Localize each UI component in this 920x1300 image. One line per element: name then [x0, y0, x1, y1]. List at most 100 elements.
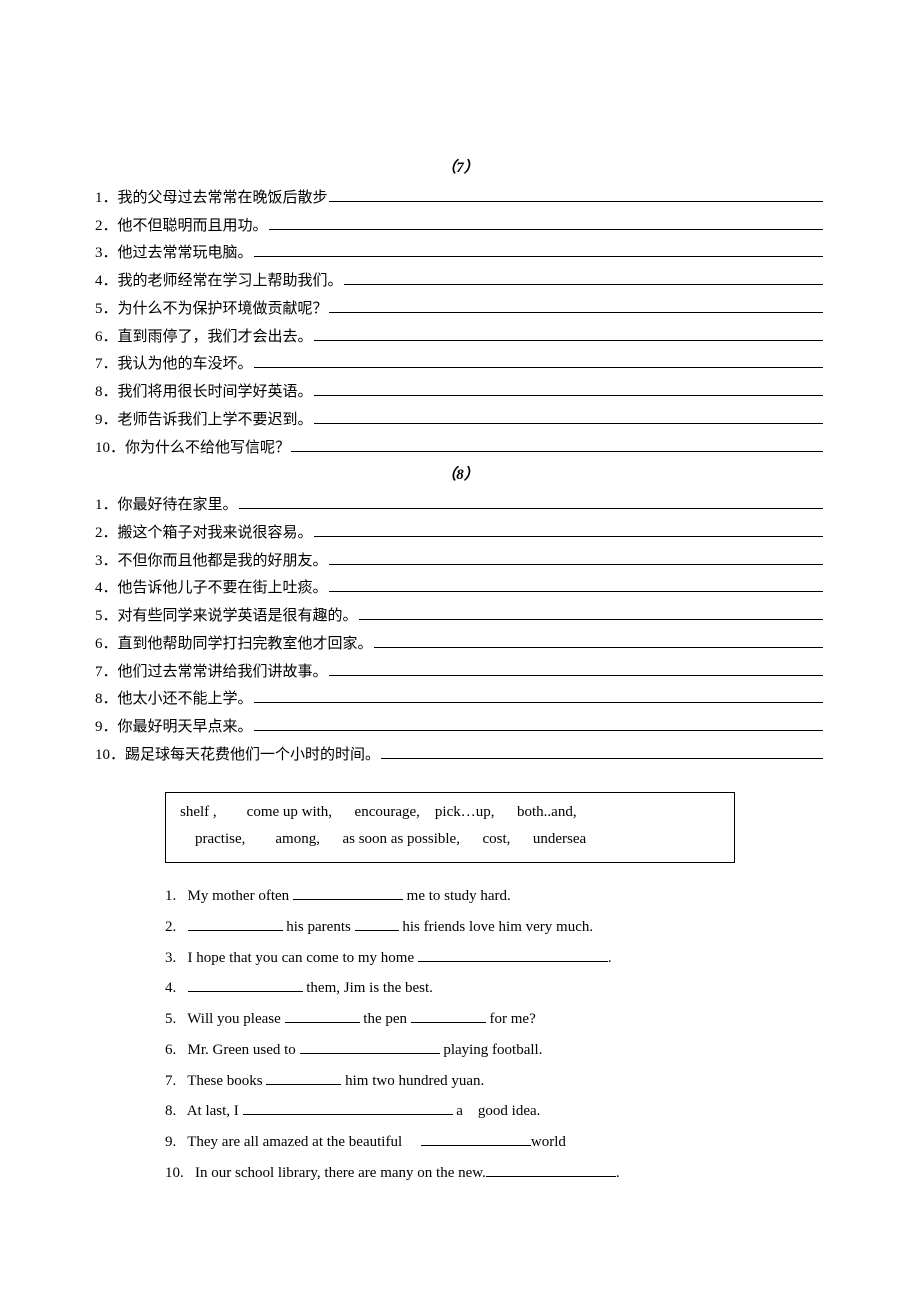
question-number: 7．: [95, 659, 118, 687]
fill-text: .: [616, 1165, 620, 1181]
question-line: 4．我的老师经常在学习上帮助我们。: [95, 268, 825, 296]
fill-blank: [486, 1162, 616, 1177]
section-7-header: （7）: [95, 155, 825, 183]
fill-blank: [355, 916, 399, 931]
fill-text: These books: [187, 1073, 266, 1089]
fill-text: him two hundred yuan.: [341, 1073, 484, 1089]
question-line: 1．我的父母过去常常在晚饭后散步: [95, 185, 825, 213]
answer-blank: [254, 688, 823, 703]
section-8-header: （8）: [95, 462, 825, 490]
fill-text: me to study hard.: [403, 888, 511, 904]
question-number: 4．: [95, 268, 118, 296]
question-text: 我的老师经常在学习上帮助我们。: [118, 268, 343, 296]
fill-blank: [411, 1008, 486, 1023]
question-line: 2．搬这个箱子对我来说很容易。: [95, 520, 825, 548]
answer-blank: [374, 633, 823, 648]
question-text: 你最好待在家里。: [118, 492, 238, 520]
question-line: 6．直到雨停了，我们才会出去。: [95, 324, 825, 352]
question-text: 为什么不为保护环境做贡献呢？: [118, 296, 328, 324]
answer-blank: [329, 577, 823, 592]
question-text: 直到他帮助同学打扫完教室他才回家。: [118, 631, 373, 659]
question-number: 6．: [95, 324, 118, 352]
fill-blank: [293, 885, 403, 900]
question-text: 他们过去常常讲给我们讲故事。: [118, 659, 328, 687]
fill-blank: [421, 1131, 531, 1146]
fill-line: 9. They are all amazed at the beautiful …: [165, 1127, 825, 1158]
fill-blank: [266, 1070, 341, 1085]
question-text: 不但你而且他都是我的好朋友。: [118, 548, 328, 576]
question-line: 7．他们过去常常讲给我们讲故事。: [95, 659, 825, 687]
question-number: 4．: [95, 575, 118, 603]
question-number: 3．: [95, 240, 118, 268]
fill-line: 5. Will you please the pen for me?: [165, 1004, 825, 1035]
fill-text: world: [531, 1134, 566, 1150]
fill-line: 8. At last, I a good idea.: [165, 1096, 825, 1127]
fill-text: I hope that you can come to my home: [188, 950, 418, 966]
fill-section: 1. My mother often me to study hard. 2. h…: [165, 881, 825, 1189]
wordbox-line-2: practise, among, as soon as possible, co…: [180, 826, 720, 854]
fill-number: 9.: [165, 1134, 187, 1150]
question-text: 他太小还不能上学。: [118, 686, 253, 714]
answer-blank: [314, 326, 823, 341]
question-text: 搬这个箱子对我来说很容易。: [118, 520, 313, 548]
fill-text: them, Jim is the best.: [303, 980, 433, 996]
fill-number: 5.: [165, 1011, 187, 1027]
question-number: 10．: [95, 435, 125, 463]
question-number: 7．: [95, 351, 118, 379]
answer-blank: [269, 215, 823, 230]
fill-blank: [285, 1008, 360, 1023]
question-text: 踢足球每天花费他们一个小时的时间。: [125, 742, 380, 770]
answer-blank: [329, 187, 823, 202]
fill-line: 3. I hope that you can come to my home .: [165, 943, 825, 974]
fill-number: 1.: [165, 888, 188, 904]
answer-blank: [381, 744, 823, 759]
question-line: 9．你最好明天早点来。: [95, 714, 825, 742]
answer-blank: [344, 270, 823, 285]
fill-line: 2. his parents his friends love him very…: [165, 912, 825, 943]
fill-text: Will you please: [187, 1011, 284, 1027]
fill-number: 8.: [165, 1103, 187, 1119]
question-line: 4．他告诉他儿子不要在街上吐痰。: [95, 575, 825, 603]
question-line: 5．对有些同学来说学英语是很有趣的。: [95, 603, 825, 631]
fill-text: My mother often: [188, 888, 293, 904]
fill-blank: [188, 916, 283, 931]
fill-text: They are all amazed at the beautiful: [187, 1134, 421, 1150]
answer-blank: [359, 605, 823, 620]
fill-line: 4. them, Jim is the best.: [165, 973, 825, 1004]
question-number: 10．: [95, 742, 125, 770]
answer-blank: [239, 494, 823, 509]
answer-blank: [314, 381, 823, 396]
question-line: 3．他过去常常玩电脑。: [95, 240, 825, 268]
question-line: 3．不但你而且他都是我的好朋友。: [95, 548, 825, 576]
question-text: 直到雨停了，我们才会出去。: [118, 324, 313, 352]
question-number: 6．: [95, 631, 118, 659]
question-number: 2．: [95, 520, 118, 548]
question-text: 他过去常常玩电脑。: [118, 240, 253, 268]
question-line: 1．你最好待在家里。: [95, 492, 825, 520]
fill-text: the pen: [360, 1011, 411, 1027]
fill-text: a good idea.: [453, 1103, 541, 1119]
fill-text: Mr. Green used to: [188, 1042, 300, 1058]
fill-line: 6. Mr. Green used to playing football.: [165, 1035, 825, 1066]
fill-number: 4.: [165, 980, 188, 996]
question-number: 2．: [95, 213, 118, 241]
question-text: 你最好明天早点来。: [118, 714, 253, 742]
wordbox-container: shelf , come up with, encourage, pick…up…: [165, 792, 825, 864]
fill-number: 10.: [165, 1165, 195, 1181]
question-line: 10．踢足球每天花费他们一个小时的时间。: [95, 742, 825, 770]
question-line: 5．为什么不为保护环境做贡献呢？: [95, 296, 825, 324]
question-number: 8．: [95, 686, 118, 714]
wordbox-line-1: shelf , come up with, encourage, pick…up…: [180, 799, 720, 827]
fill-line: 10. In our school library, there are man…: [165, 1158, 825, 1189]
fill-blank: [418, 947, 608, 962]
question-number: 5．: [95, 603, 118, 631]
section-7-list: 1．我的父母过去常常在晚饭后散步2．他不但聪明而且用功。3．他过去常常玩电脑。4…: [95, 185, 825, 463]
fill-blank: [188, 977, 303, 992]
wordbox: shelf , come up with, encourage, pick…up…: [165, 792, 735, 864]
fill-text: At last, I: [187, 1103, 243, 1119]
question-text: 对有些同学来说学英语是很有趣的。: [118, 603, 358, 631]
question-number: 1．: [95, 492, 118, 520]
answer-blank: [329, 298, 823, 313]
fill-text: his parents: [283, 919, 355, 935]
answer-blank: [329, 550, 823, 565]
